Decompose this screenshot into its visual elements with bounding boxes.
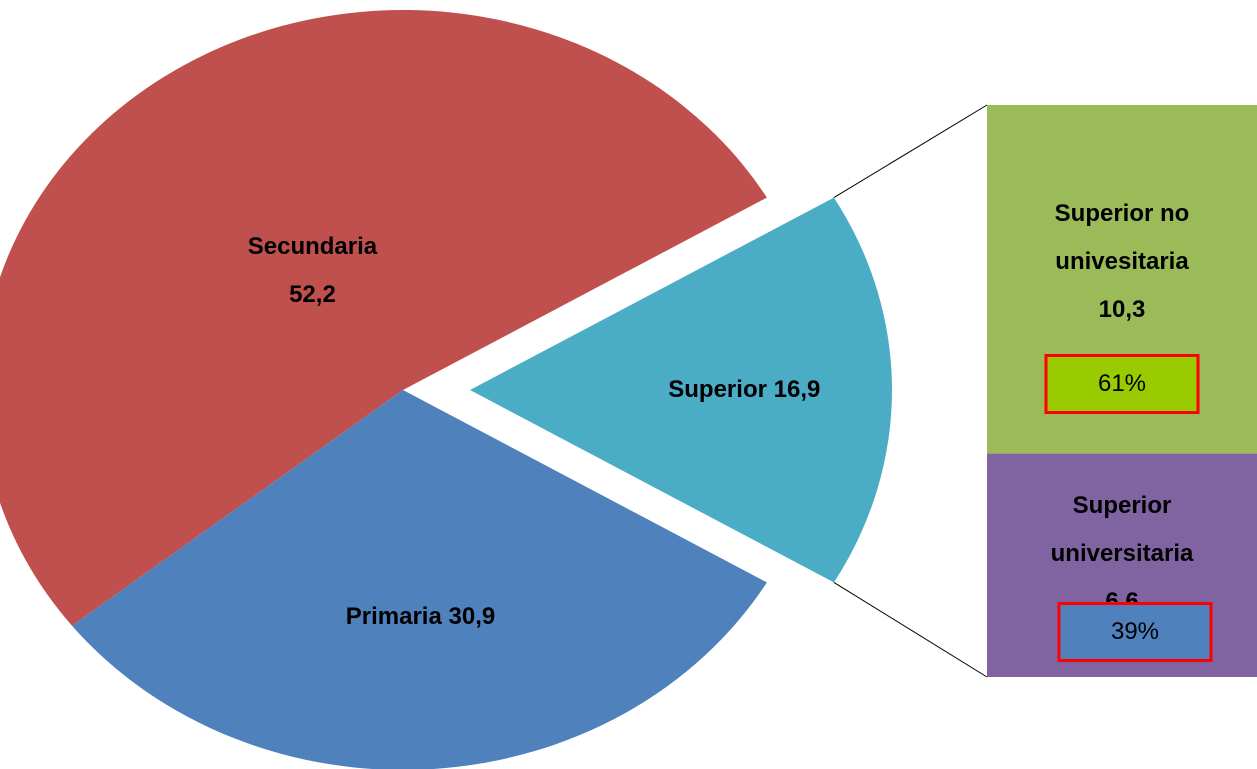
connector	[833, 104, 988, 199]
bar-label: Superior universitaria6,6	[1015, 482, 1230, 626]
slice-name: Superior	[668, 376, 767, 403]
slice-label: Primaria 30,9	[346, 593, 495, 641]
share-label: 61%	[1097, 369, 1147, 397]
bar-name: Superior universitaria	[1050, 492, 1194, 568]
bar-value: 10,3	[1098, 295, 1146, 323]
share-box: 39%	[1057, 602, 1213, 663]
slice-value: 16,9	[773, 376, 821, 403]
slice-label: Superior 16,9	[668, 366, 820, 414]
slice-label: Secundaria 52,2	[212, 223, 412, 319]
pie-slice	[0, 10, 767, 626]
pie-slice	[72, 390, 767, 769]
slice-value: 52,2	[289, 280, 336, 308]
slice-name: Secundaria	[247, 232, 378, 260]
bar-name: Superior no univesitaria	[1054, 199, 1190, 275]
pie-slice	[470, 197, 893, 583]
share-box: 61%	[1044, 353, 1200, 414]
connector	[833, 581, 988, 678]
slice-name: Primaria	[345, 603, 442, 631]
slice-value: 30,9	[448, 603, 496, 631]
share-label: 39%	[1110, 618, 1160, 646]
bar-label: Superior no univesitaria 10,3	[1015, 190, 1230, 334]
